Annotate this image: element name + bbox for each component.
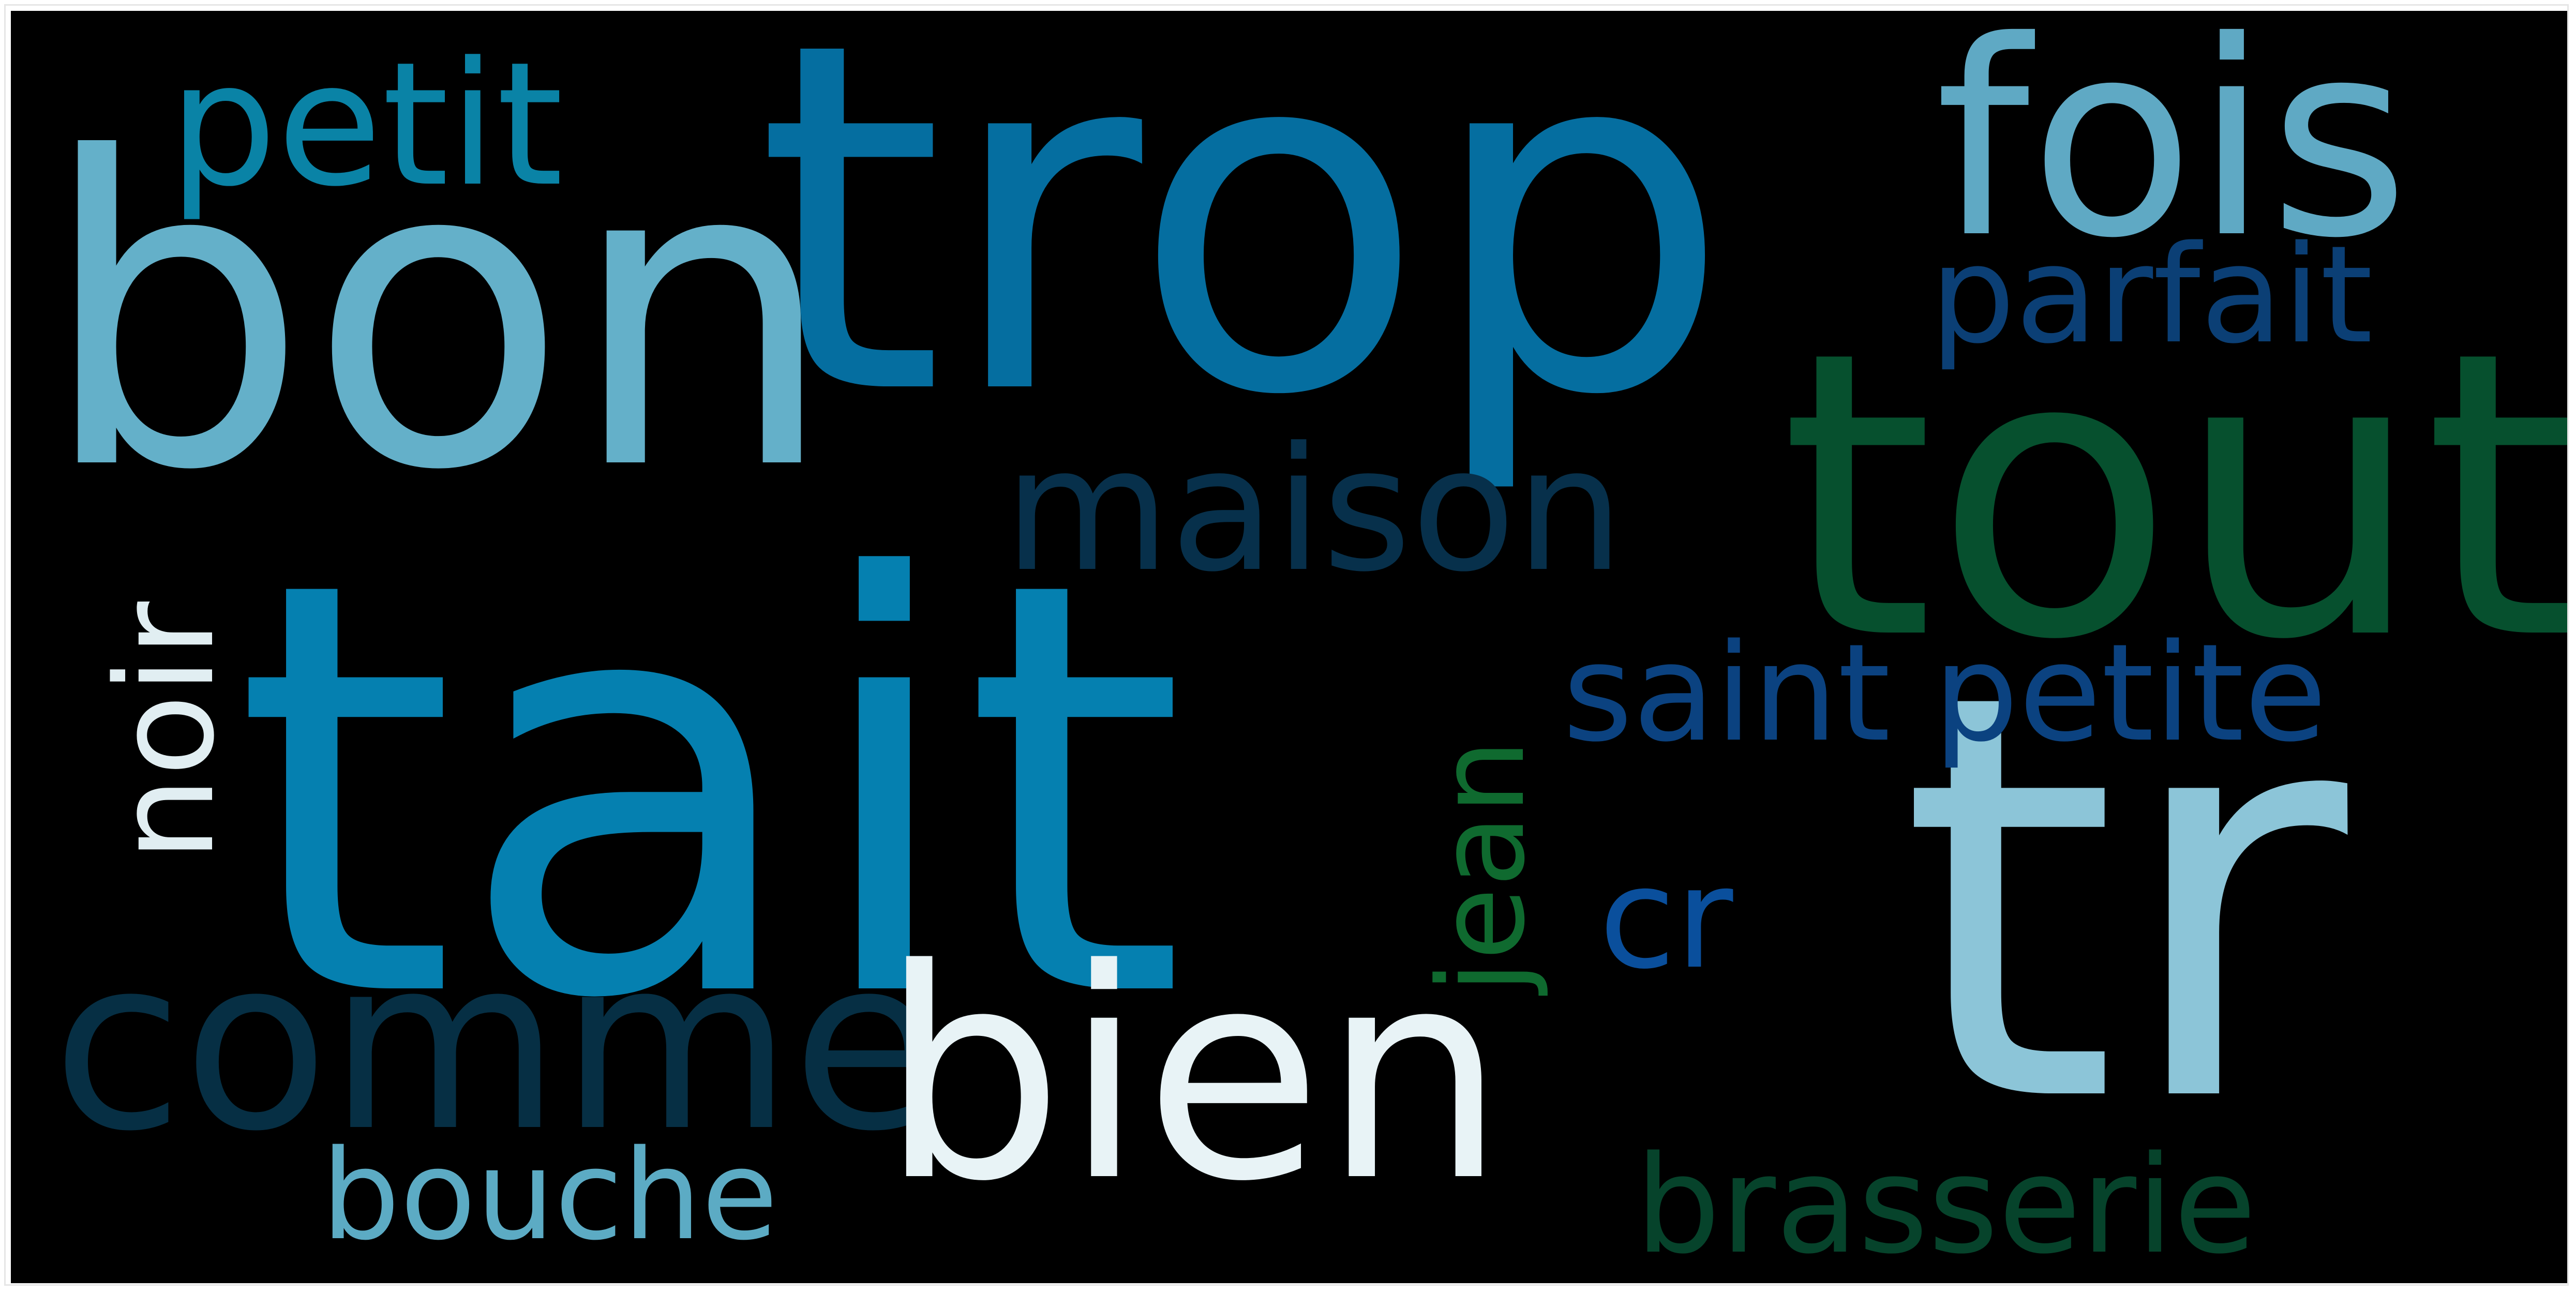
word-tait: tait: [233, 461, 1187, 1123]
word-saint-petite: saint petite: [1563, 615, 2327, 772]
word-petit: petit: [169, 25, 563, 224]
word-brasserie: brasserie: [1635, 1127, 2257, 1283]
word-maison: maison: [1004, 411, 1624, 609]
word-bon: bon: [39, 69, 837, 563]
word-tout: tout: [1780, 268, 2567, 726]
word-parfait: parfait: [1930, 217, 2373, 373]
word-cloud: trop bon tait tr tout fois petit parfait…: [11, 11, 2567, 1283]
word-bien: bien: [880, 908, 1506, 1245]
word-comme: comme: [52, 907, 939, 1183]
word-bouche: bouche: [321, 1123, 778, 1268]
word-noir: noir: [88, 602, 244, 862]
image-frame: trop bon tait tr tout fois petit parfait…: [4, 4, 2569, 1286]
word-tr: tr: [1899, 575, 2348, 1225]
word-fois: fois: [1935, 11, 2409, 297]
word-trop: trop: [756, 11, 1731, 500]
word-cr: cr: [1599, 837, 1733, 1000]
